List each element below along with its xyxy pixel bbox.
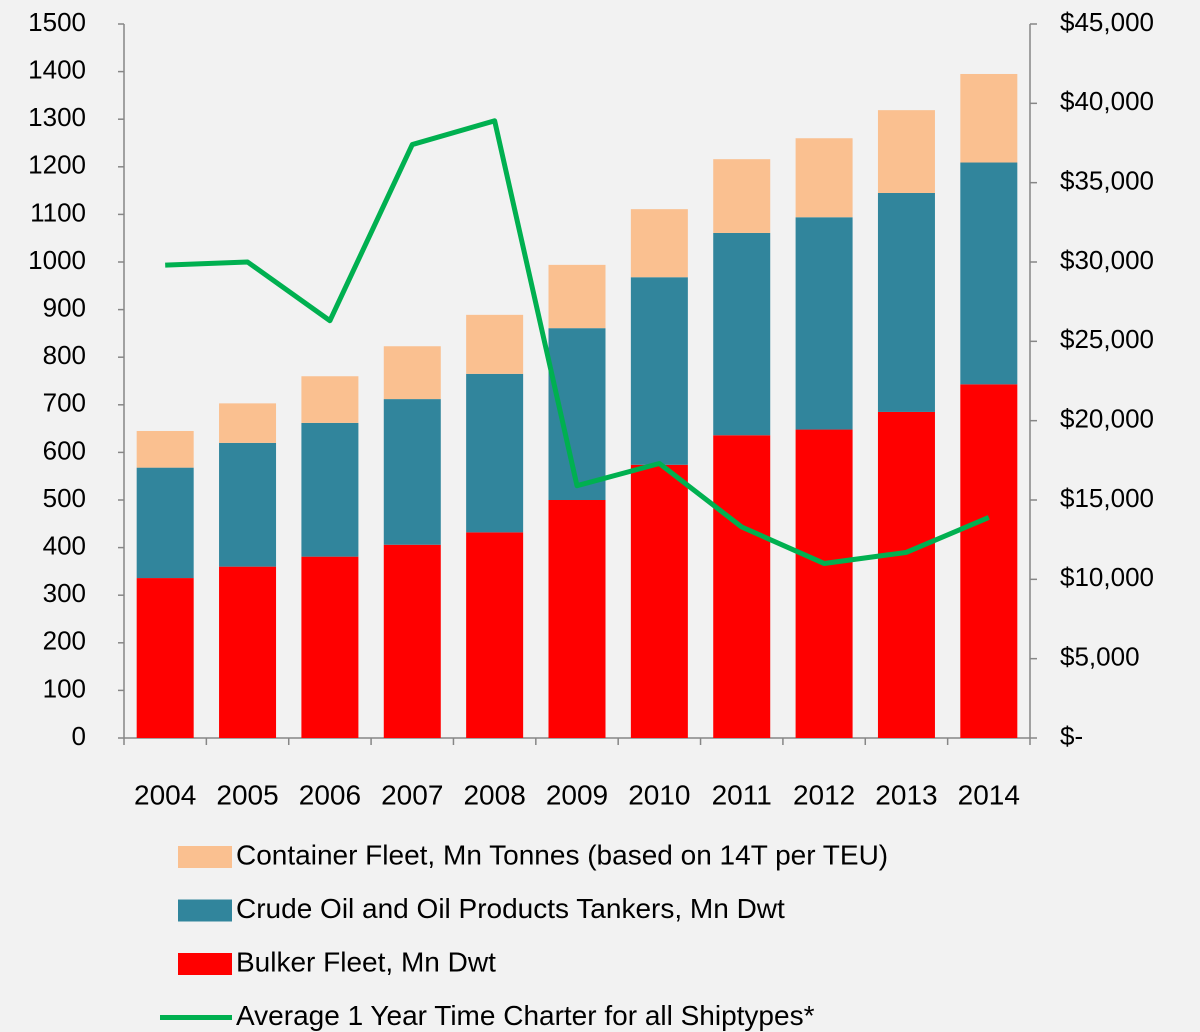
y-tick-label: 0: [72, 721, 86, 751]
bar: [301, 556, 359, 738]
bar: [960, 384, 1018, 738]
bar: [630, 464, 688, 738]
y-tick-label: 1100: [30, 197, 86, 227]
bar: [713, 435, 771, 738]
y-tick-label: 900: [43, 292, 86, 322]
bar: [466, 314, 524, 374]
x-tick-label: 2012: [793, 779, 855, 810]
y-tick-label: 400: [43, 530, 86, 560]
y-tick-label: 1400: [28, 54, 86, 84]
bar: [219, 566, 277, 738]
y2-tick-label: $45,000: [1060, 7, 1154, 37]
bar: [960, 162, 1018, 385]
y-tick-label: 1200: [28, 150, 86, 180]
y2-tick-label: $-: [1060, 721, 1083, 751]
bar: [136, 578, 194, 738]
y2-tick-label: $15,000: [1060, 483, 1154, 513]
bar: [548, 500, 606, 738]
y-tick-label: 800: [43, 340, 86, 370]
y-tick-label: 500: [43, 483, 86, 513]
bar: [548, 328, 606, 500]
y2-tick-label: $5,000: [1060, 642, 1140, 672]
y-tick-label: 200: [43, 626, 86, 656]
x-tick-label: 2013: [875, 779, 937, 810]
bar: [219, 442, 277, 567]
bar: [960, 73, 1018, 163]
y2-tick-label: $40,000: [1060, 86, 1154, 116]
legend-swatch: [178, 899, 232, 922]
bar: [301, 376, 359, 423]
y-tick-label: 300: [43, 578, 86, 608]
x-tick-label: 2006: [299, 779, 361, 810]
bar: [383, 544, 441, 738]
legend-label: Bulker Fleet, Mn Dwt: [236, 946, 496, 977]
bar: [136, 430, 194, 468]
legend-swatch: [178, 846, 232, 868]
x-tick-label: 2010: [628, 779, 690, 810]
y-tick-label: 1000: [28, 245, 86, 275]
bar: [466, 532, 524, 738]
bar: [219, 403, 277, 443]
x-tick-label: 2008: [463, 779, 525, 810]
bar: [713, 232, 771, 436]
bar: [795, 217, 853, 430]
legend-label: Crude Oil and Oil Products Tankers, Mn D…: [236, 893, 785, 924]
bar: [301, 422, 359, 557]
y2-tick-label: $20,000: [1060, 404, 1154, 434]
bar: [795, 429, 853, 738]
bar: [877, 411, 935, 738]
y-tick-label: 1500: [28, 7, 86, 37]
y-tick-label: 600: [43, 435, 86, 465]
bar: [713, 159, 771, 233]
y-tick-label: 1300: [28, 102, 86, 132]
legend-label: Average 1 Year Time Charter for all Ship…: [236, 1000, 815, 1031]
line: [165, 118, 990, 566]
x-tick-label: 2009: [546, 779, 608, 810]
x-tick-label: 2014: [958, 779, 1020, 810]
x-tick-label: 2011: [712, 779, 772, 810]
bar: [630, 209, 688, 278]
x-tick-label: 2005: [216, 779, 278, 810]
y2-tick-label: $35,000: [1060, 166, 1154, 196]
y-tick-label: 700: [43, 388, 86, 418]
bar: [548, 264, 606, 329]
bar: [466, 373, 524, 533]
bar: [877, 192, 935, 412]
bar: [630, 277, 688, 465]
bar: [136, 467, 194, 579]
bar: [877, 110, 935, 193]
y2-tick-label: $25,000: [1060, 324, 1154, 354]
bar: [795, 138, 853, 218]
bar: [383, 399, 441, 545]
legend-swatch: [178, 953, 232, 975]
y2-tick-label: $10,000: [1060, 562, 1154, 592]
y2-tick-label: $30,000: [1060, 245, 1154, 275]
legend-label: Container Fleet, Mn Tonnes (based on 14T…: [236, 839, 888, 870]
x-tick-label: 2007: [381, 779, 443, 810]
x-tick-label: 2004: [134, 779, 196, 810]
bar: [383, 346, 441, 400]
y-tick-label: 100: [43, 673, 86, 703]
